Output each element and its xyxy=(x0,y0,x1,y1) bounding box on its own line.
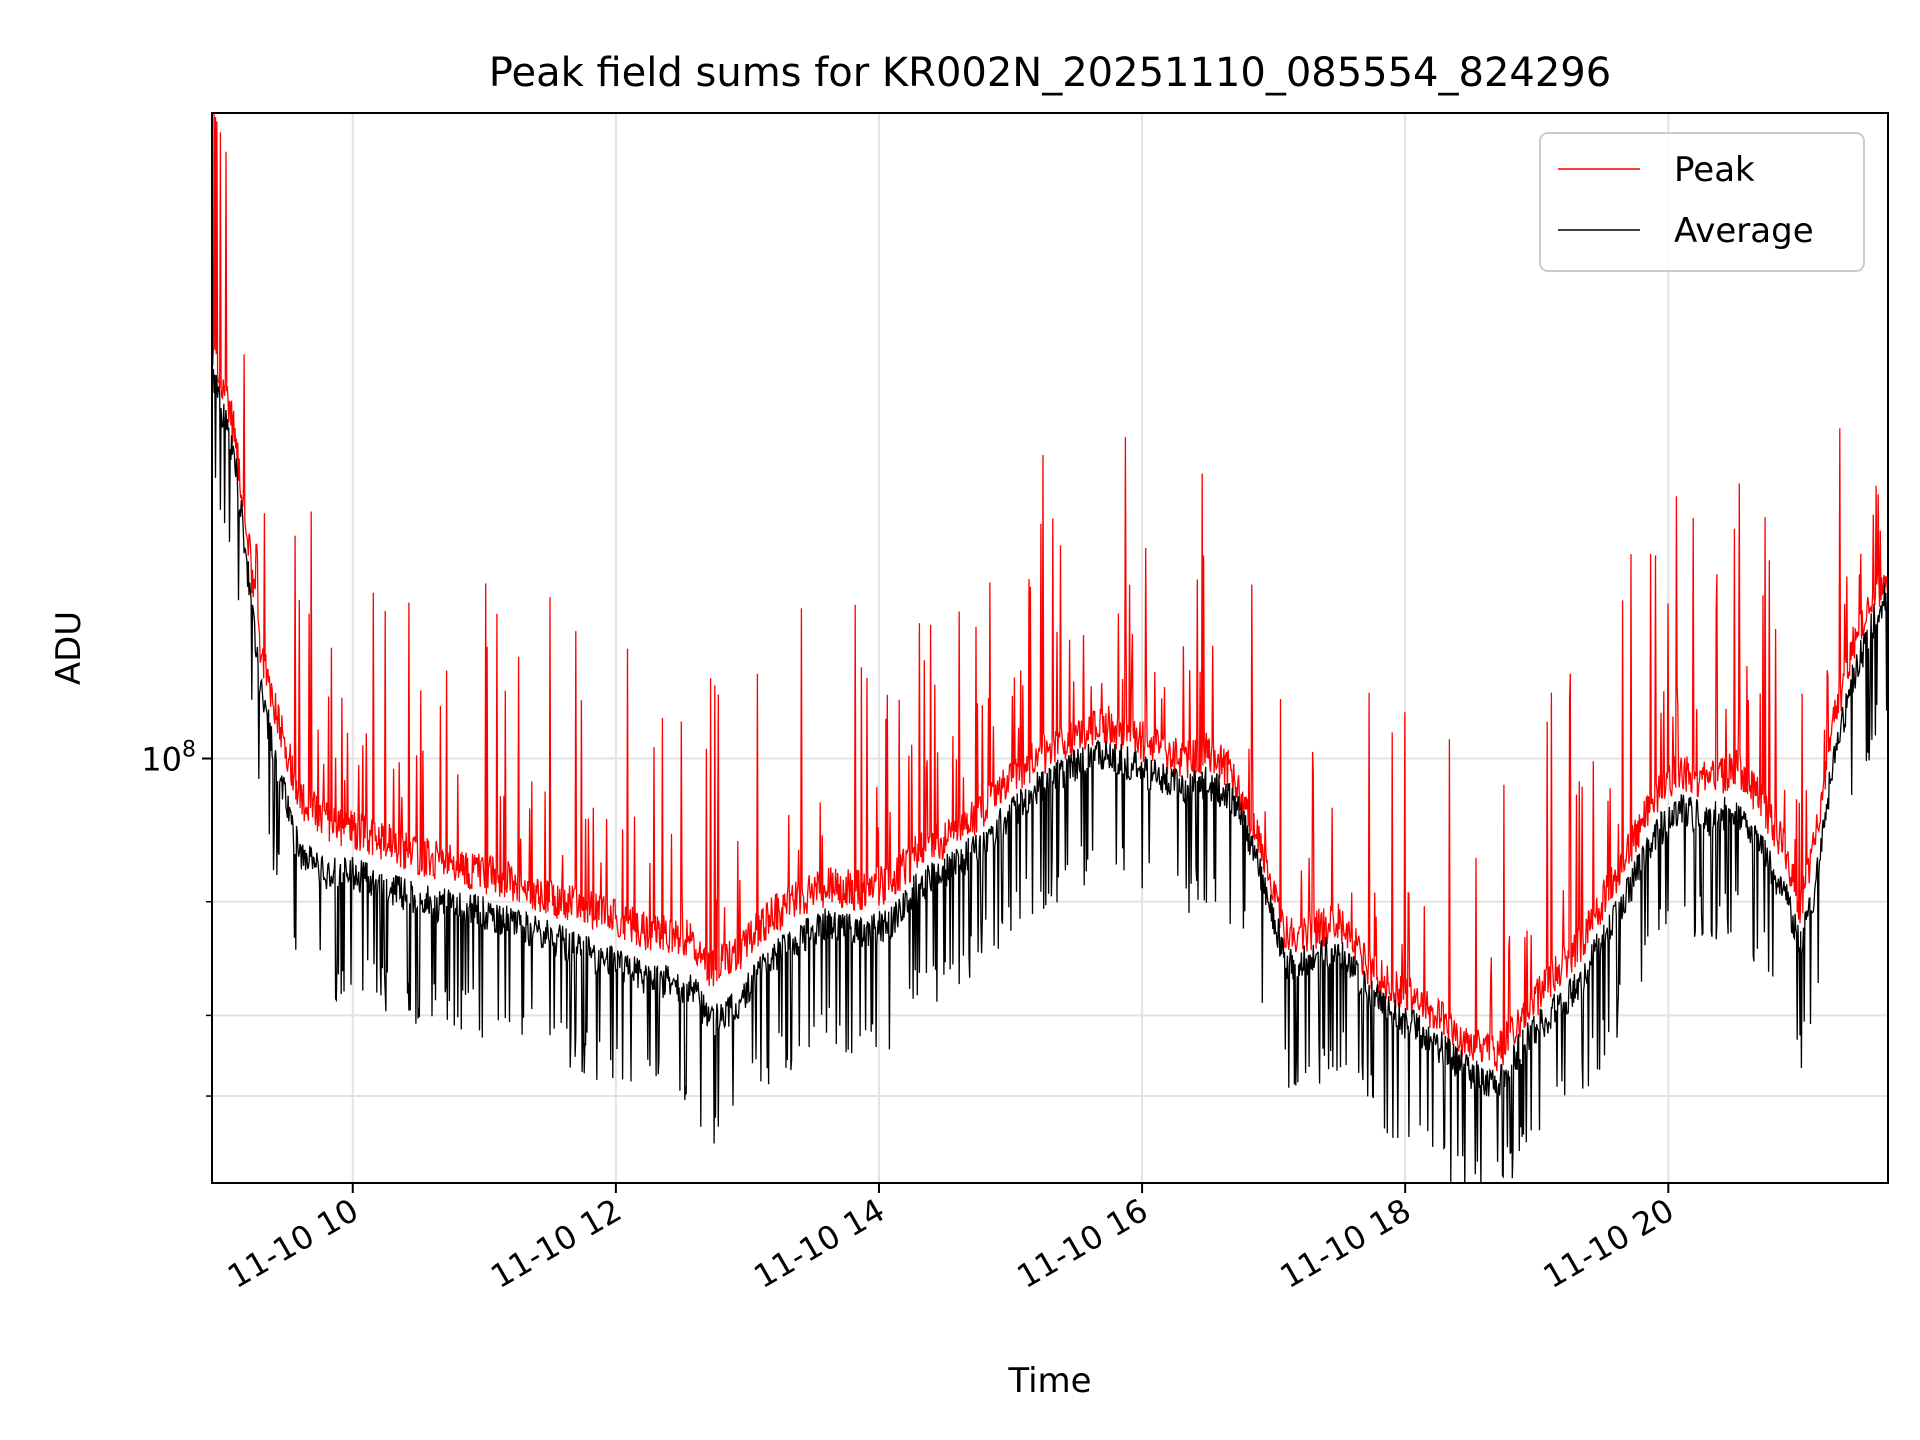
y-axis-ticks: 108 xyxy=(141,738,212,1097)
y-axis-label: ADU xyxy=(49,611,89,685)
legend: Peak Average xyxy=(1539,132,1865,272)
chart-title: Peak field sums for KR002N_20251110_0855… xyxy=(489,50,1611,96)
legend-box xyxy=(1539,132,1865,272)
series-peak-line xyxy=(212,113,1888,1072)
x-axis-label: Time xyxy=(1007,1361,1091,1401)
series-layer xyxy=(212,113,1888,1183)
series-average-line xyxy=(212,368,1888,1183)
axes-frame xyxy=(211,112,1889,1184)
legend-peak-label: Peak xyxy=(1674,150,1755,190)
legend-average-label: Average xyxy=(1674,211,1814,251)
y-tick-label: 108 xyxy=(141,738,196,779)
